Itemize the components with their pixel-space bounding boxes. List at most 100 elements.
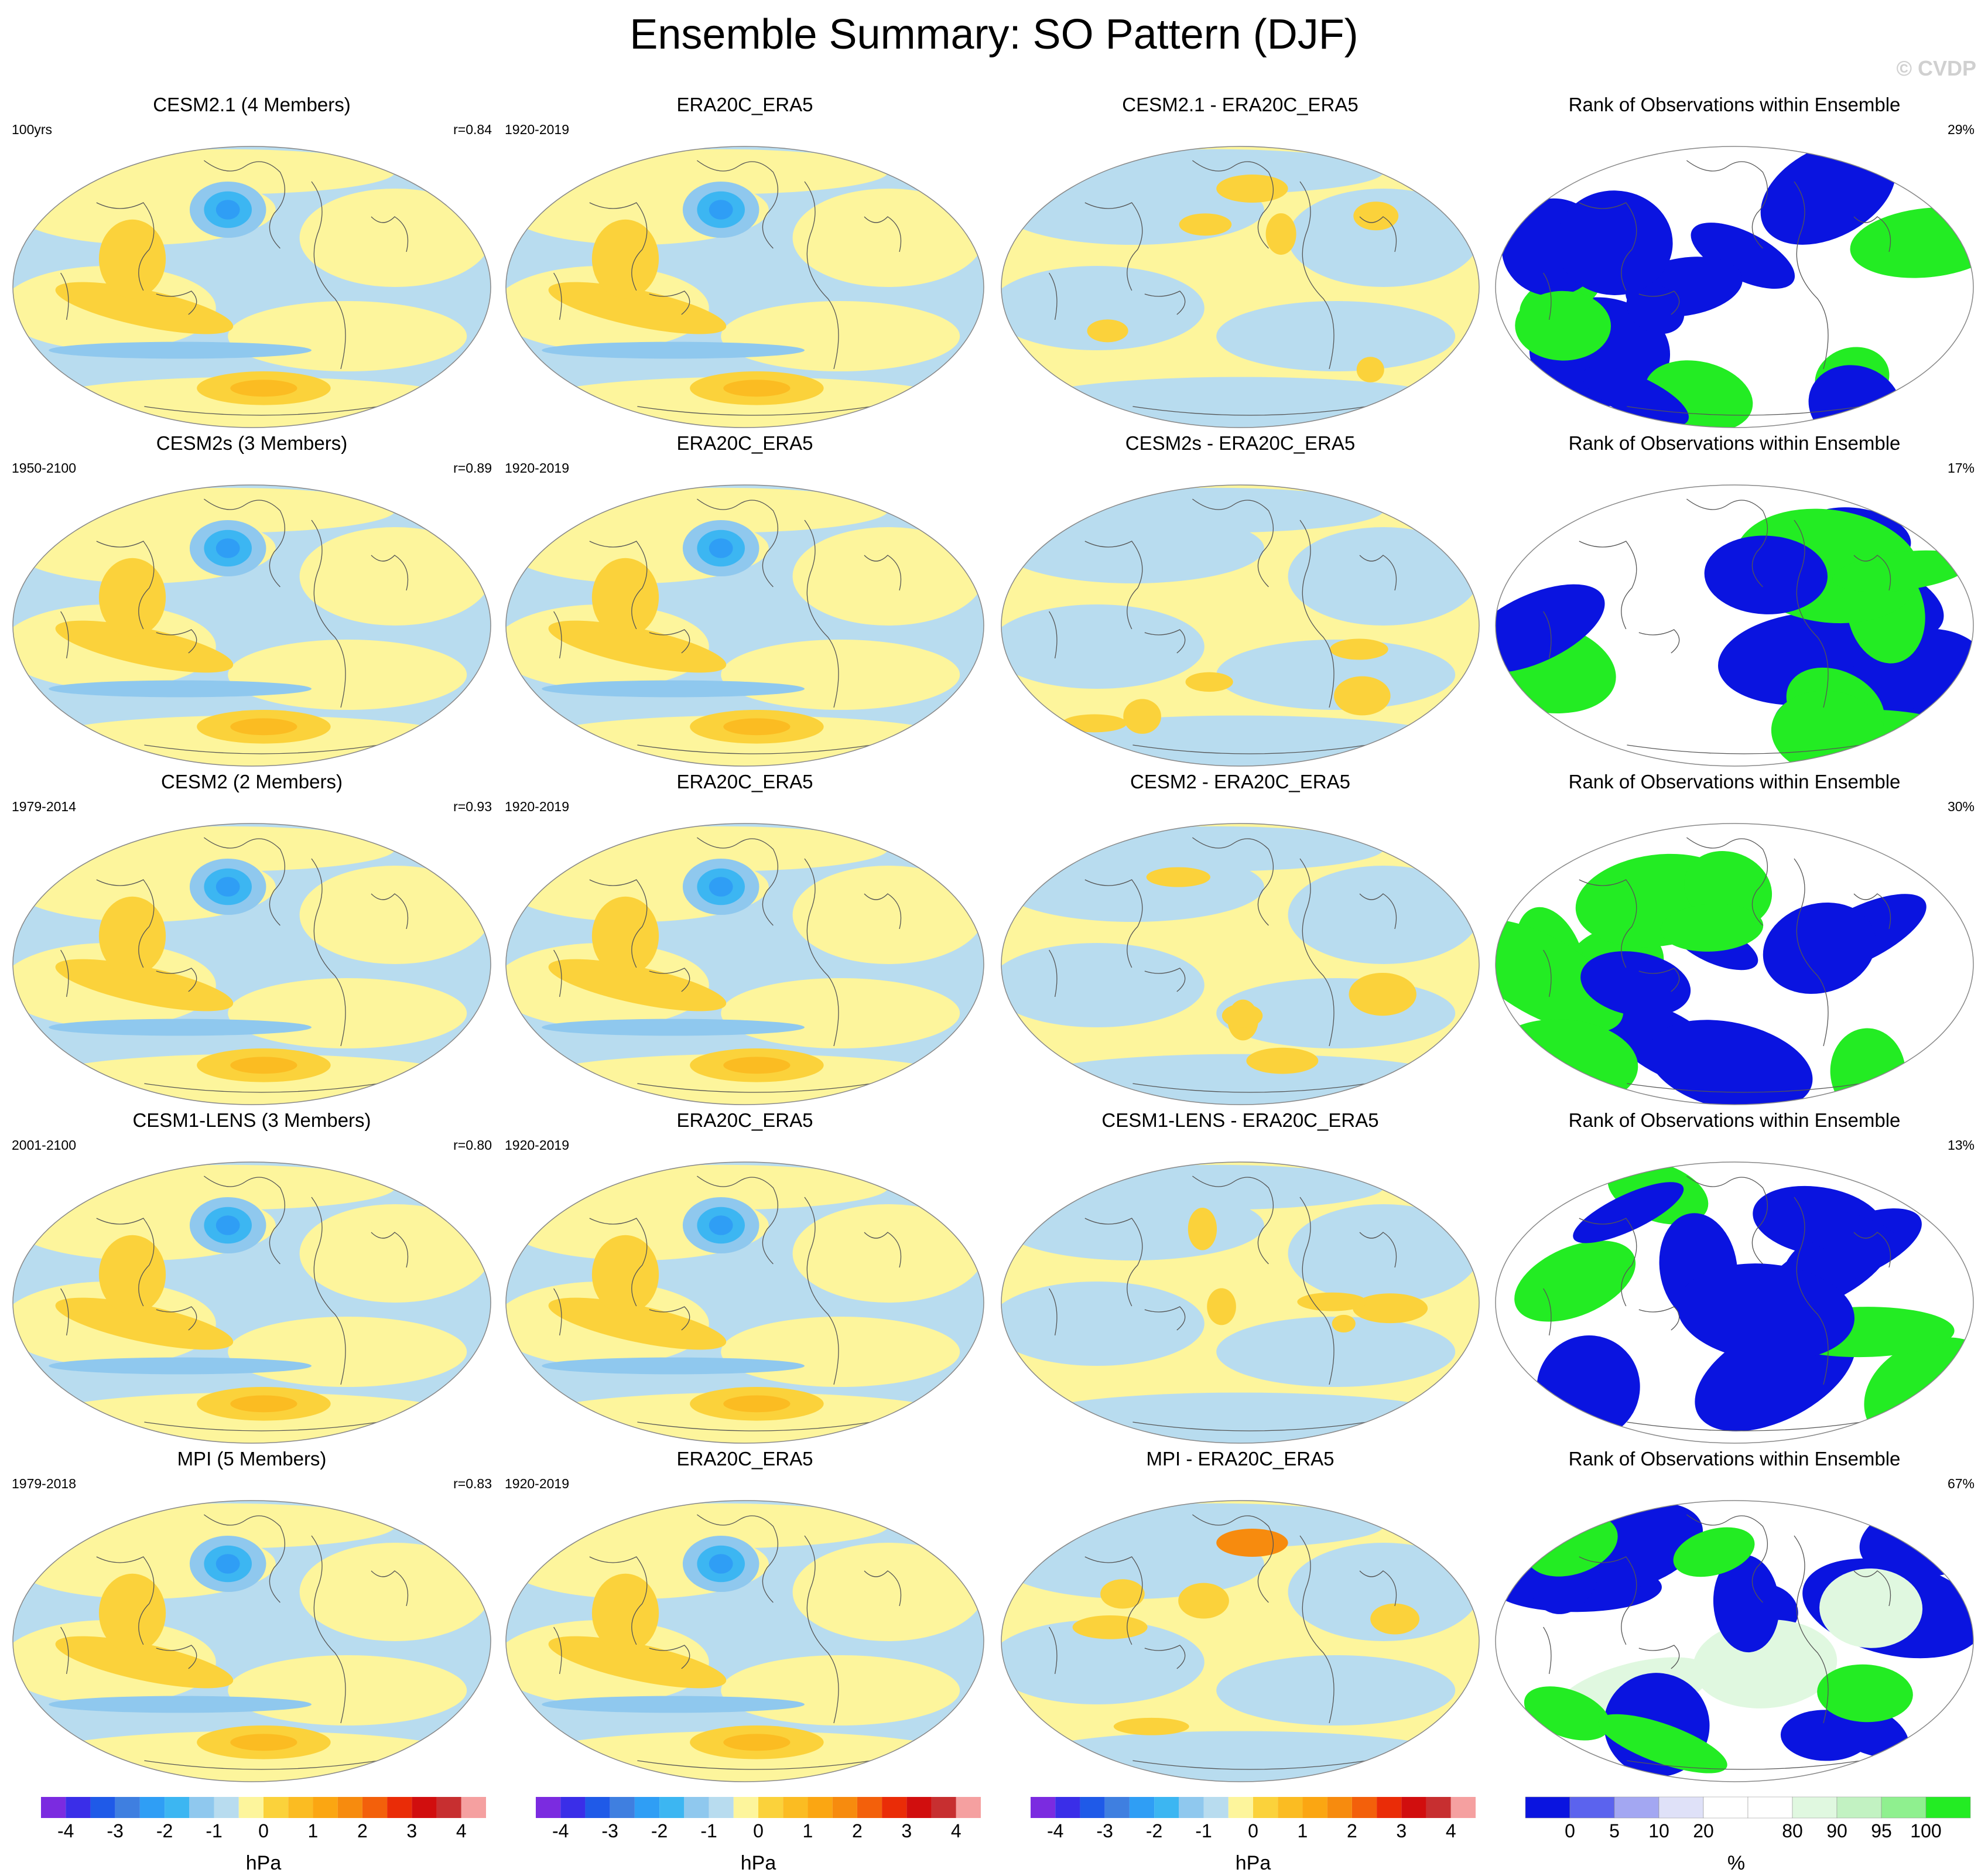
- colorbar-tick-label: -3: [601, 1820, 618, 1841]
- global-map: [1495, 1161, 1974, 1444]
- colorbar-swatch: [956, 1797, 981, 1818]
- map-panel-model: CESM1-LENS (3 Members) 2001-2100 r=0.80: [12, 1109, 492, 1449]
- colorbar-tick-label: -3: [1096, 1820, 1113, 1841]
- colorbar-swatch: [313, 1797, 338, 1818]
- colorbar-swatch: [1426, 1797, 1451, 1818]
- colorbar-tick-label: -3: [107, 1820, 124, 1841]
- colorbar-model: hPa -4 -3 -2 -1 0 1 2 3 4: [35, 1793, 492, 1876]
- colorbar-swatch: [634, 1797, 660, 1818]
- panel-title: CESM2 - ERA20C_ERA5: [1130, 771, 1350, 792]
- map-panel-obs: ERA20C_ERA5 1920-2019: [505, 94, 985, 433]
- panel-title: CESM2.1 - ERA20C_ERA5: [1122, 94, 1359, 115]
- rank-percent-label: 67%: [1947, 1476, 1975, 1491]
- colorbar-tick-label: -4: [1046, 1820, 1064, 1841]
- colorbar-swatches: [1031, 1797, 1476, 1818]
- pattern-correlation-label: r=0.84: [453, 122, 492, 137]
- colorbar-tick-label: -2: [651, 1820, 668, 1841]
- panel-title: ERA20C_ERA5: [676, 1109, 813, 1131]
- colorbar-rank: % 0 5 10 20 80 90 95 100: [1520, 1793, 1976, 1876]
- pattern-correlation-label: r=0.80: [453, 1137, 492, 1153]
- panel-title: MPI - ERA20C_ERA5: [1146, 1448, 1335, 1470]
- colorbar-tick-label: -1: [1195, 1820, 1212, 1841]
- colorbar-swatch: [1129, 1797, 1155, 1818]
- colorbar-swatch: [882, 1797, 907, 1818]
- map-panel-model: MPI (5 Members) 1979-2018 r=0.83: [12, 1448, 492, 1788]
- map-panel-obs: ERA20C_ERA5 1920-2019: [505, 432, 985, 772]
- rank-percent-label: 30%: [1947, 799, 1975, 814]
- colorbar-swatch: [857, 1797, 882, 1818]
- map-panel-obs: ERA20C_ERA5 1920-2019: [505, 771, 985, 1110]
- colorbar-obs: hPa -4 -3 -2 -1 0 1 2 3 4: [530, 1793, 987, 1876]
- colorbar-tick-label: 95: [1871, 1820, 1892, 1841]
- colorbar-swatch: [610, 1797, 635, 1818]
- global-map: [1495, 146, 1974, 428]
- panel-title: ERA20C_ERA5: [676, 1448, 813, 1470]
- colorbar-tick-label: 100: [1910, 1820, 1942, 1841]
- colorbar-tick-label: 0: [753, 1820, 764, 1841]
- colorbar-tick-label: 5: [1609, 1820, 1620, 1841]
- colorbar-swatch: [214, 1797, 239, 1818]
- colorbar-swatch: [66, 1797, 91, 1818]
- rank-percent-label: 13%: [1947, 1137, 1975, 1153]
- colorbar-swatch: [906, 1797, 932, 1818]
- map-panel-diff: CESM1-LENS - ERA20C_ERA5: [1000, 1109, 1480, 1449]
- global-map: [12, 1500, 491, 1782]
- colorbar-swatch: [1154, 1797, 1179, 1818]
- colorbar-swatch: [1031, 1797, 1056, 1818]
- colorbar-tick-label: 3: [901, 1820, 912, 1841]
- colorbar-tick-label: 0: [258, 1820, 269, 1841]
- colorbar-diff: hPa -4 -3 -2 -1 0 1 2 3 4: [1025, 1793, 1481, 1876]
- colorbar-tick-label: 4: [950, 1820, 962, 1841]
- panel-title: Rank of Observations within Ensemble: [1568, 432, 1901, 454]
- colorbar-swatch: [1747, 1796, 1793, 1819]
- colorbar-swatch: [1327, 1797, 1352, 1818]
- global-map: [1001, 1161, 1480, 1444]
- period-label: 2001-2100: [12, 1137, 76, 1153]
- colorbar-swatch: [436, 1797, 461, 1818]
- map-panel-model: CESM2s (3 Members) 1950-2100 r=0.89: [12, 432, 492, 772]
- colorbar-swatch: [758, 1797, 783, 1818]
- colorbar-tick-label: 1: [307, 1820, 319, 1841]
- panel-title: ERA20C_ERA5: [676, 771, 813, 792]
- period-label: 1920-2019: [505, 1476, 569, 1491]
- panel-title: Rank of Observations within Ensemble: [1568, 94, 1901, 115]
- colorbar-swatch: [1925, 1796, 1971, 1819]
- map-panel-model: CESM2 (2 Members) 1979-2014 r=0.93: [12, 771, 492, 1110]
- colorbar-swatches: [1525, 1796, 1971, 1819]
- panel-title: Rank of Observations within Ensemble: [1568, 771, 1901, 792]
- colorbar-swatch: [659, 1797, 685, 1818]
- global-map: [505, 484, 984, 767]
- colorbar-swatch: [1614, 1796, 1659, 1819]
- panel-title: CESM2s - ERA20C_ERA5: [1125, 432, 1356, 454]
- colorbar-swatch: [1881, 1796, 1927, 1819]
- period-label: 1979-2014: [12, 799, 76, 814]
- colorbar-swatch: [165, 1797, 190, 1818]
- colorbar-swatch: [387, 1797, 412, 1818]
- colorbar-tick-label: -4: [57, 1820, 74, 1841]
- period-label: 1920-2019: [505, 122, 569, 137]
- colorbar-tick-label: 90: [1826, 1820, 1847, 1841]
- global-map: [12, 146, 491, 428]
- colorbar-unit: hPa: [740, 1852, 776, 1874]
- colorbar-tick-label: 4: [456, 1820, 467, 1841]
- global-map: [505, 1500, 984, 1782]
- panel-title: CESM2.1 (4 Members): [153, 94, 351, 115]
- colorbar-swatch: [1450, 1797, 1476, 1818]
- pattern-correlation-label: r=0.83: [453, 1476, 492, 1491]
- colorbar-swatch: [1525, 1796, 1570, 1819]
- global-map: [1001, 484, 1480, 767]
- colorbar-swatch: [1836, 1796, 1882, 1819]
- colorbar-unit: hPa: [245, 1852, 282, 1874]
- colorbar-tick-label: 2: [851, 1820, 863, 1841]
- panel-title: CESM2 (2 Members): [161, 771, 343, 792]
- global-map: [1495, 484, 1974, 767]
- period-label: 1920-2019: [505, 460, 569, 476]
- colorbar-swatch: [1104, 1797, 1130, 1818]
- colorbar-swatch: [461, 1797, 486, 1818]
- colorbar-swatch: [931, 1797, 956, 1818]
- colorbar-swatch: [684, 1797, 709, 1818]
- map-panel-diff: CESM2.1 - ERA20C_ERA5: [1000, 94, 1480, 433]
- global-map: [1001, 823, 1480, 1105]
- colorbar-swatch: [337, 1797, 362, 1818]
- global-map: [1495, 823, 1974, 1105]
